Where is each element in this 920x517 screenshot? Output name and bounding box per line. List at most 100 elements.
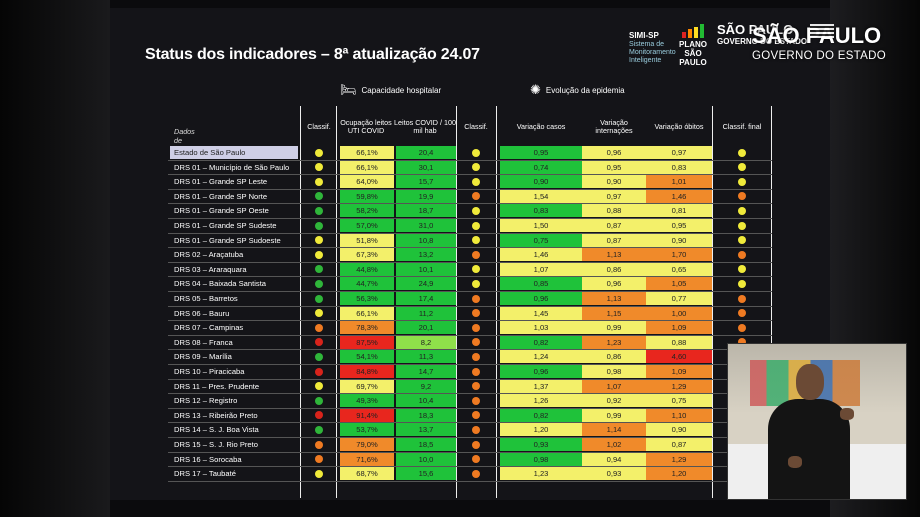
- classif-cell: [302, 292, 336, 305]
- status-dot-icon: [472, 323, 480, 332]
- classif-cell: [302, 204, 336, 217]
- classif-cell: [302, 190, 336, 203]
- status-dot-icon: [472, 163, 480, 172]
- status-dot-icon: [315, 265, 323, 274]
- room-wall-left: [0, 0, 110, 517]
- row-divider: [168, 203, 772, 205]
- row-divider: [168, 174, 772, 176]
- row-divider: [168, 276, 772, 278]
- variacao-obitos-value: 1,70: [646, 248, 712, 262]
- status-dot-icon: [738, 221, 746, 230]
- variacao-obitos-value: 1,10: [646, 408, 712, 422]
- status-dot-icon: [738, 177, 746, 186]
- leitos-value: 11,3: [396, 350, 456, 364]
- variacao-casos-value: 0,85: [500, 277, 582, 291]
- status-dot-icon: [472, 250, 480, 259]
- region-name: DRS 10 – Piracicaba: [174, 367, 245, 376]
- status-dot-icon: [472, 469, 480, 478]
- variacao-obitos-value: 0,87: [646, 438, 712, 451]
- ocupacao-value: 58,2%: [340, 204, 394, 218]
- leitos-value: 30,1: [396, 160, 456, 174]
- leitos-value: 14,7: [396, 365, 456, 378]
- interpreter-hand: [840, 408, 854, 420]
- col-header-ocupacao: Ocupação leitos UTI COVID: [340, 117, 392, 135]
- variacao-casos-value: 0,96: [500, 365, 582, 378]
- table-row: DRS 01 – Grande SP Norte 59,8% 19,9 1,54 0,9…: [168, 189, 772, 205]
- classif-final-cell: [714, 321, 770, 334]
- region-name: DRS 12 – Registro: [174, 396, 238, 406]
- ocupacao-value: 78,3%: [340, 321, 394, 335]
- table-row: DRS 02 – Araçatuba 67,3% 13,2 1,46 1,13 1,70: [168, 248, 772, 263]
- status-dot-icon: [315, 338, 323, 347]
- status-dot-icon: [315, 382, 323, 391]
- status-dot-icon: [315, 221, 323, 230]
- row-divider: [168, 407, 772, 409]
- table-row: DRS 08 – Franca 87,5% 8,2 0,82 1,23 0,88: [168, 335, 772, 351]
- classif-2-cell: [458, 234, 494, 247]
- row-divider: [168, 320, 772, 322]
- status-dot-icon: [315, 425, 323, 434]
- variacao-internacoes-value: 0,86: [582, 262, 646, 276]
- status-dot-icon: [738, 338, 746, 347]
- section-epidemia: ✺ Evolução da epidemia: [530, 82, 625, 98]
- classif-2-cell: [458, 307, 494, 320]
- variacao-internacoes-value: 0,94: [582, 452, 646, 466]
- variacao-internacoes-value: 0,97: [582, 189, 646, 203]
- hospital-bed-icon: 🛏: [340, 82, 357, 97]
- table-row: DRS 01 – Grande SP Sudoeste 51,8% 10,8 0,75…: [168, 233, 772, 249]
- variacao-obitos-value: 0,95: [646, 219, 712, 232]
- leitos-value: 20,1: [396, 321, 456, 335]
- status-dot-icon: [472, 455, 480, 464]
- table-row: DRS 03 – Araraquara 44,8% 10,1 1,07 0,86 0,65: [168, 262, 772, 278]
- classif-final-cell: [714, 263, 770, 276]
- variacao-obitos-value: 1,46: [646, 189, 712, 203]
- classif-cell: [302, 409, 336, 422]
- leitos-value: 31,0: [396, 219, 456, 232]
- classif-final-cell: [714, 277, 770, 290]
- leitos-value: 9,2: [396, 379, 456, 393]
- variacao-obitos-value: 1,29: [646, 452, 712, 466]
- plano-bars-icon: [677, 24, 709, 38]
- col-header-classif-final: Classif. final: [722, 121, 762, 131]
- classif-cell: [302, 394, 336, 407]
- status-dot-icon: [738, 294, 746, 303]
- section-hospital-label: Capacidade hospitalar: [361, 85, 442, 95]
- variacao-casos-value: 1,20: [500, 423, 582, 437]
- classif-2-cell: [458, 321, 494, 334]
- plano-logo-line1: PLANO: [679, 40, 707, 49]
- classif-cell: [302, 277, 336, 290]
- classif-cell: [302, 423, 336, 436]
- divider: [771, 106, 772, 498]
- ocupacao-value: 84,8%: [340, 365, 394, 378]
- classif-2-cell: [458, 175, 494, 188]
- variacao-obitos-value: 1,29: [646, 379, 712, 393]
- row-divider: [168, 436, 772, 438]
- classif-2-cell: [458, 438, 494, 451]
- region-name: DRS 01 – Grande SP Norte: [174, 191, 268, 201]
- classif-2-cell: [458, 219, 494, 232]
- classif-2-cell: [458, 248, 494, 261]
- row-divider: [168, 159, 772, 161]
- classif-cell: [302, 380, 336, 393]
- region-name: DRS 01 – Grande SP Leste: [174, 177, 268, 187]
- variacao-internacoes-value: 0,99: [582, 408, 646, 422]
- classif-final-cell: [714, 190, 770, 203]
- variacao-obitos-value: 1,09: [646, 365, 712, 378]
- table-row: DRS 14 – S. J. Boa Vista 53,7% 13,7 1,20 1,1…: [168, 423, 772, 438]
- status-dot-icon: [738, 250, 746, 259]
- variacao-obitos-value: 1,20: [646, 467, 712, 481]
- ocupacao-value: 69,7%: [340, 379, 394, 393]
- leitos-value: 10,8: [396, 233, 456, 247]
- variacao-internacoes-value: 1,23: [582, 335, 646, 349]
- variacao-internacoes-value: 0,86: [582, 350, 646, 364]
- col-header-variacao-casos: Variação casos: [516, 121, 566, 131]
- row-divider: [168, 247, 772, 249]
- classif-2-cell: [458, 263, 494, 276]
- classif-2-cell: [458, 292, 494, 305]
- table-row: DRS 06 – Bauru 66,1% 11,2 1,45 1,15 1,00: [168, 306, 772, 322]
- ocupacao-value: 91,4%: [340, 408, 394, 422]
- classif-2-cell: [458, 467, 494, 480]
- classif-cell: [302, 467, 336, 480]
- variacao-obitos-value: 0,81: [646, 204, 712, 218]
- status-dot-icon: [315, 323, 323, 332]
